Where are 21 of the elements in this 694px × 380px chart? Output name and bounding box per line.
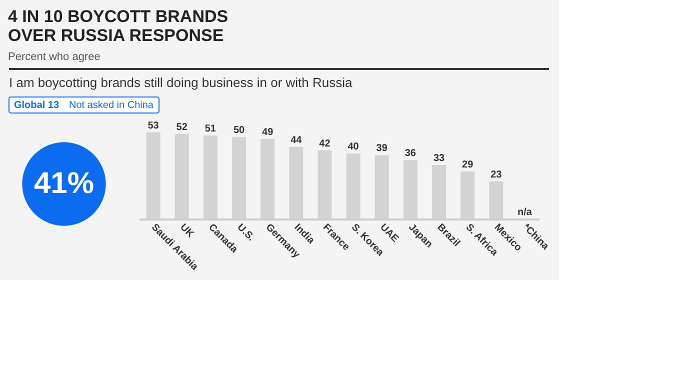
- text: 41%: [34, 167, 94, 200]
- data-label: 49: [262, 126, 274, 138]
- data-label: 44: [290, 135, 302, 146]
- data-label: 52: [176, 122, 188, 133]
- text: Global 13: [14, 100, 60, 111]
- data-label: 51: [204, 124, 216, 135]
- data-label: 23: [490, 169, 502, 180]
- data-label: 50: [233, 125, 245, 136]
- data-label: 53: [148, 120, 160, 132]
- text: n/a: [517, 207, 532, 218]
- data-label: 29: [462, 160, 474, 171]
- chart-title: 4 IN 10 BOYCOTT BRANDS OVER RUSSIA RESPONSE: [8, 7, 228, 45]
- text: I am boycotting brands still doing business in or with Russia: [9, 75, 353, 90]
- data-label: 36: [404, 148, 416, 160]
- data-label: 33: [433, 153, 445, 164]
- data-label: 42: [319, 138, 331, 150]
- data-label: 39: [376, 143, 388, 154]
- text: Not asked in China: [69, 100, 154, 111]
- data-label: 40: [348, 142, 360, 153]
- x-tick-label: UK: [178, 222, 196, 241]
- chart-subtitle: Percent who agree: [8, 51, 100, 63]
